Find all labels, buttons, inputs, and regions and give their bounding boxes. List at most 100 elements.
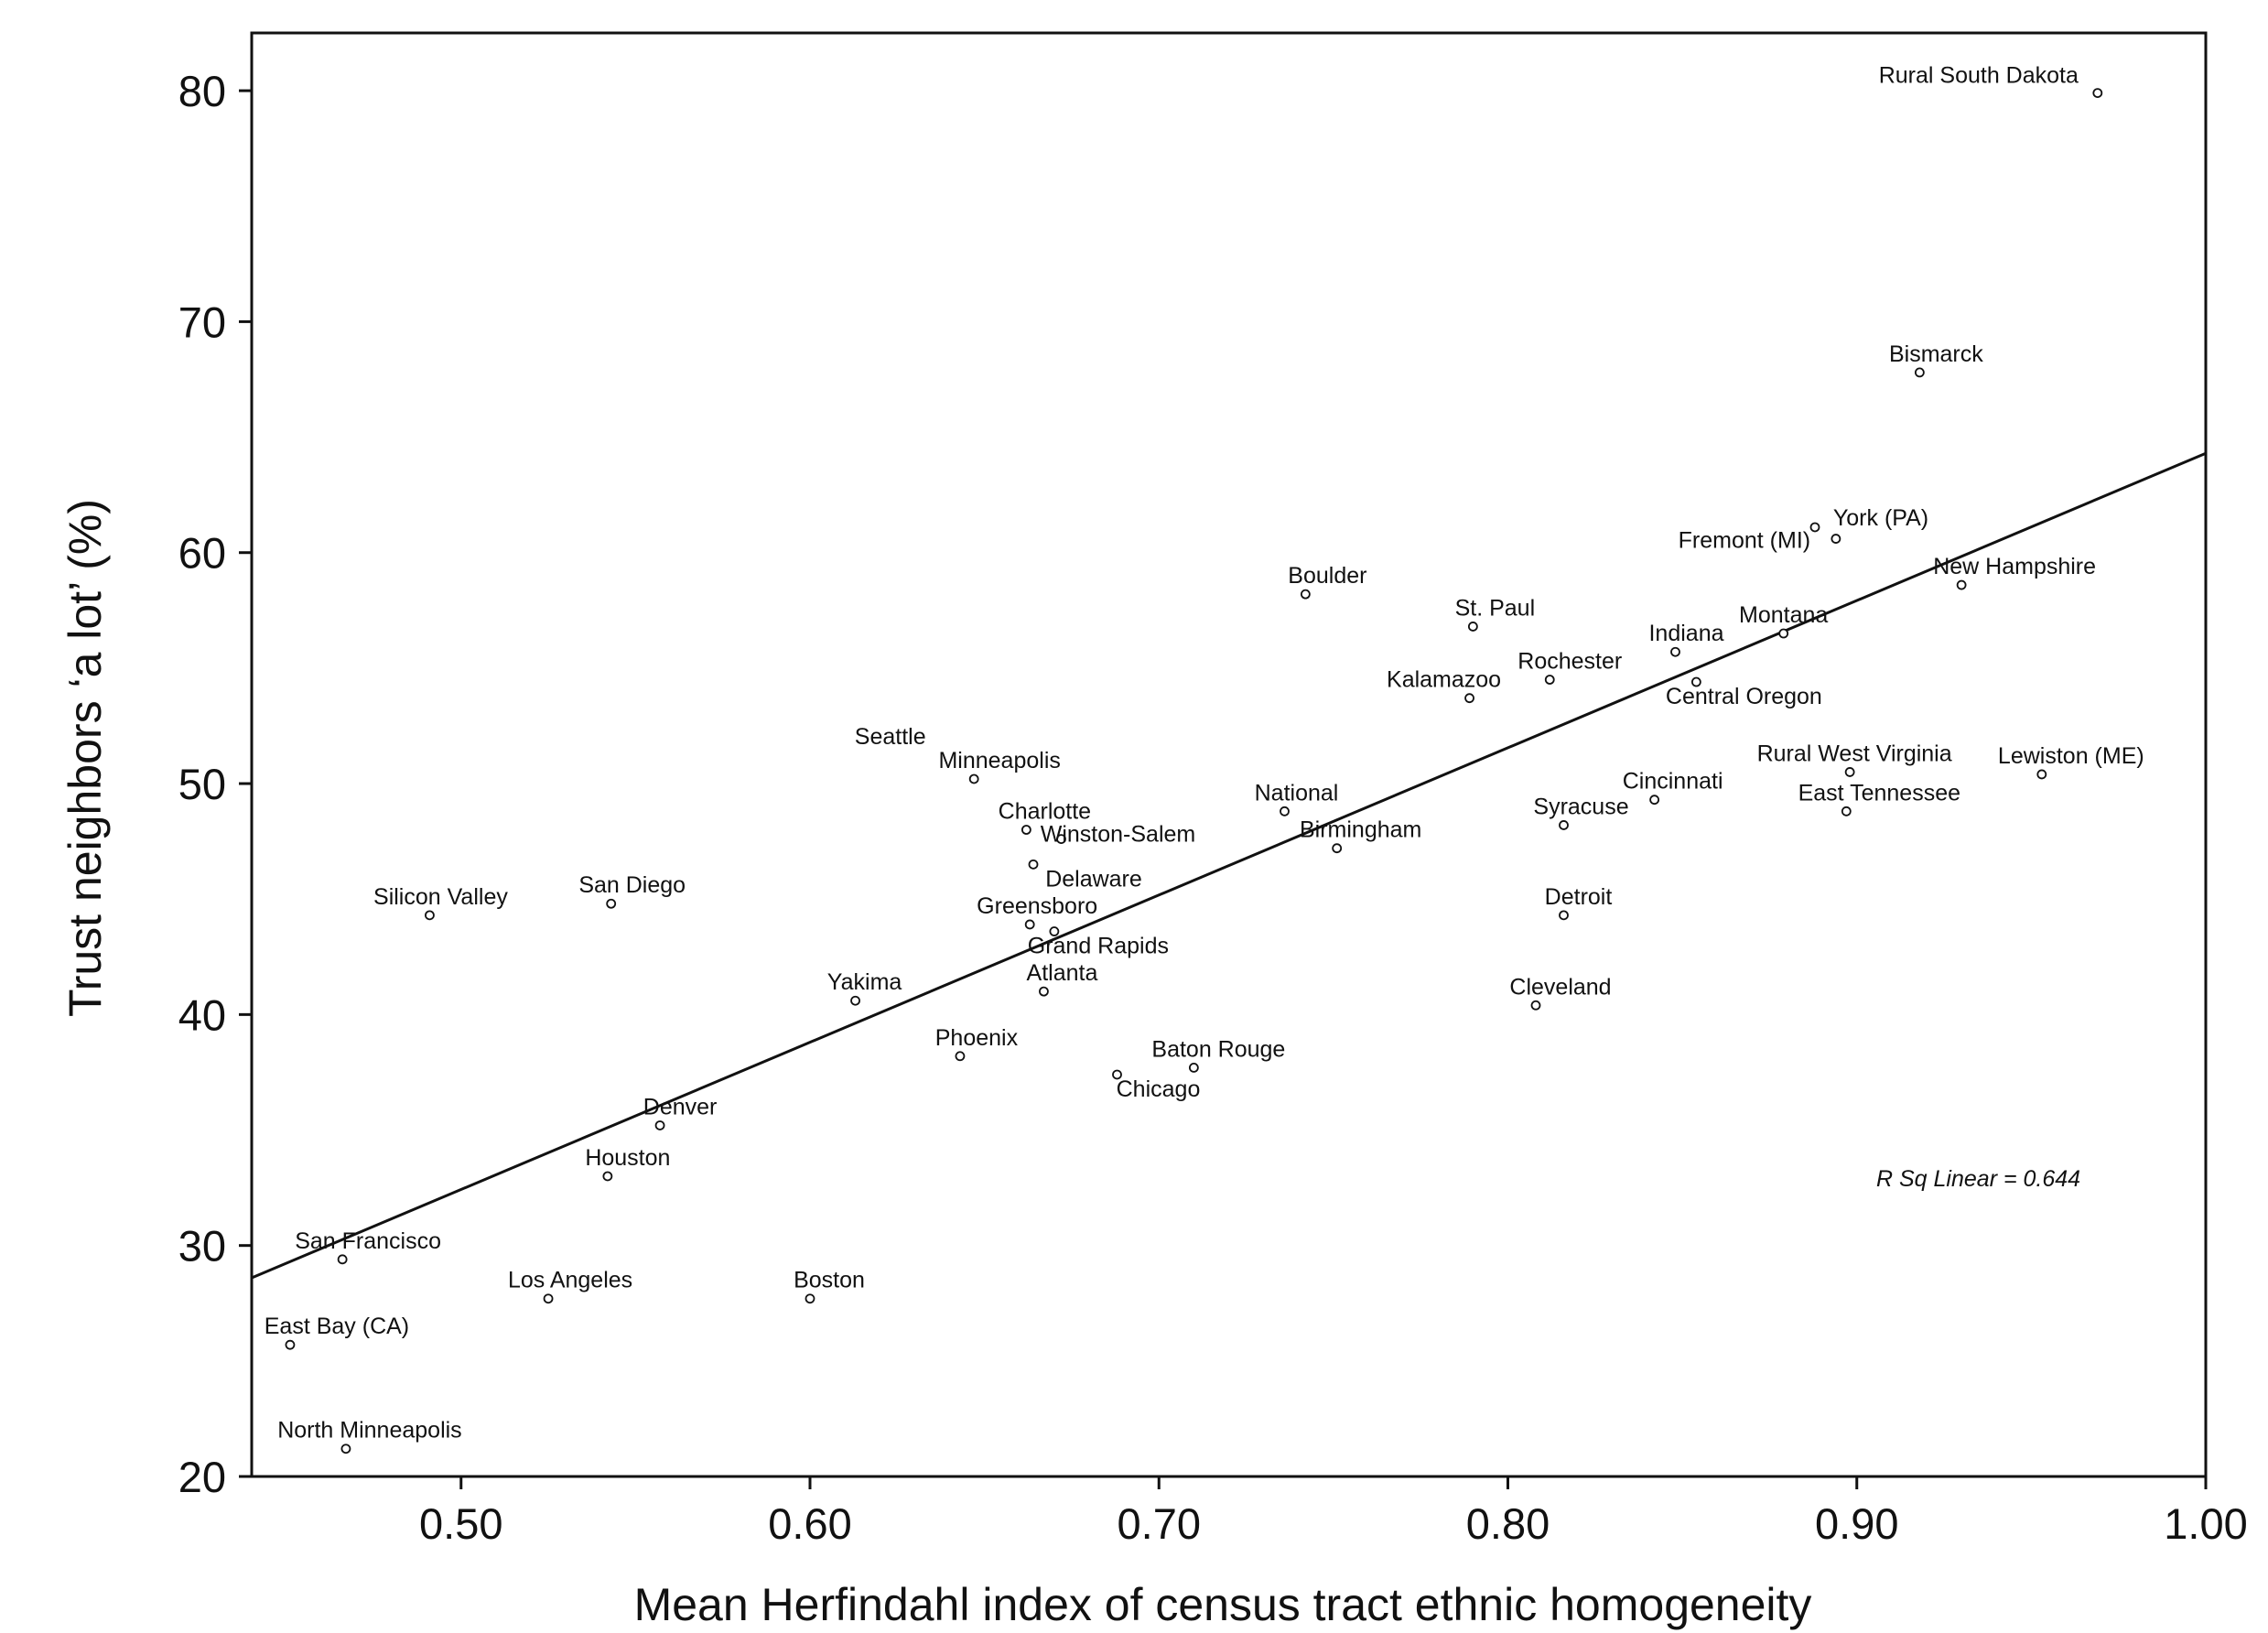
- data-point-marker: [1188, 1062, 1199, 1073]
- data-point-label: Montana: [1739, 602, 1828, 628]
- x-tick-label: 0.80: [1466, 1499, 1550, 1548]
- data-point-label: Cleveland: [1509, 974, 1611, 1000]
- data-point-marker: [2036, 769, 2047, 780]
- data-point-group: Kalamazoo: [1387, 667, 1501, 704]
- data-point-marker: [1690, 676, 1701, 687]
- y-axis-title: Trust neighbors ‘a lot’ (%): [59, 499, 111, 1017]
- data-point-group: East Tennessee: [1798, 780, 1960, 816]
- data-point-group: Bismarck: [1889, 341, 1983, 378]
- data-point-group: Boston: [794, 1268, 865, 1304]
- data-point-label: Cincinnati: [1623, 769, 1723, 795]
- data-point-group: Detroit: [1545, 884, 1612, 921]
- data-point-group: Cincinnati: [1623, 769, 1723, 806]
- data-point-label: Birmingham: [1300, 817, 1421, 843]
- data-point-label: Charlotte: [999, 799, 1091, 825]
- data-point-label: East Tennessee: [1798, 780, 1960, 806]
- data-point-marker: [425, 910, 435, 921]
- data-point-label: Baton Rouge: [1151, 1036, 1285, 1062]
- data-point-label: Indiana: [1648, 621, 1723, 646]
- data-point-label: East Bay (CA): [265, 1314, 409, 1339]
- data-point-label: Phoenix: [935, 1025, 1019, 1051]
- data-points: Rural South Dakota Bismarck York (PA) Fremo…: [265, 63, 2144, 1455]
- data-point-group: Silicon Valley: [373, 884, 508, 921]
- data-point-marker: [337, 1254, 348, 1265]
- regression-line: [251, 451, 2207, 1280]
- data-point-group: Montana: [1739, 602, 1828, 639]
- data-point-group: Central Oregon: [1666, 676, 1822, 709]
- data-point-label: Seattle: [855, 724, 926, 750]
- data-point-group: Boulder: [1288, 563, 1366, 600]
- data-point-marker: [285, 1339, 296, 1350]
- data-point-marker: [340, 1444, 351, 1455]
- data-point-group: Syracuse: [1533, 794, 1629, 830]
- data-point-group: York (PA): [1809, 505, 1928, 533]
- y-tick-label: 40: [178, 990, 226, 1039]
- data-point-label: Kalamazoo: [1387, 667, 1501, 693]
- data-point-label: Rochester: [1517, 648, 1622, 674]
- data-point-label: Bismarck: [1889, 341, 1983, 367]
- data-point-label: Houston: [585, 1145, 670, 1171]
- data-point-marker: [1280, 806, 1290, 816]
- data-point-label: Greensboro: [977, 893, 1097, 919]
- data-point-marker: [805, 1293, 815, 1304]
- data-point-marker: [1844, 767, 1855, 777]
- data-point-marker: [1670, 646, 1680, 657]
- x-tick-label: 0.50: [419, 1499, 502, 1548]
- data-point-label: Grand Rapids: [1028, 934, 1169, 959]
- data-point-label: Yakima: [827, 969, 902, 995]
- data-point-group: Houston: [585, 1145, 670, 1182]
- data-point-marker: [1809, 522, 1820, 533]
- data-point-marker: [1544, 675, 1555, 685]
- data-point-label: Atlanta: [1027, 960, 1098, 986]
- data-point-marker: [1841, 806, 1852, 816]
- data-point-marker: [1778, 628, 1789, 639]
- data-point-marker: [2092, 88, 2103, 99]
- y-tick-label: 80: [178, 67, 226, 115]
- data-point-label: Chicago: [1117, 1076, 1201, 1102]
- data-point-marker: [1530, 1000, 1541, 1011]
- data-point-marker: [1559, 910, 1569, 921]
- y-tick-label: 50: [178, 760, 226, 808]
- x-axis-title: Mean Herfindahl index of census tract et…: [634, 1579, 1812, 1630]
- data-point-group: Fremont (MI): [1679, 528, 1841, 554]
- data-point-label: Minneapolis: [938, 748, 1060, 773]
- data-point-group: Greensboro: [977, 893, 1097, 930]
- data-point-group: North Minneapolis: [277, 1418, 462, 1455]
- data-point-label: York (PA): [1833, 505, 1928, 531]
- y-tick-label: 20: [178, 1453, 226, 1501]
- data-point-marker: [602, 1171, 613, 1182]
- data-point-group: St. Paul: [1455, 595, 1535, 632]
- data-point-group: Los Angeles: [508, 1268, 632, 1304]
- data-point-group: Atlanta: [1027, 960, 1098, 997]
- data-point-marker: [1112, 1069, 1122, 1080]
- data-point-label: New Hampshire: [1933, 554, 2096, 579]
- data-point-marker: [1028, 859, 1039, 870]
- data-point-marker: [1649, 795, 1660, 806]
- data-point-group: Yakima: [827, 969, 902, 1006]
- data-point-marker: [1056, 834, 1066, 844]
- data-point-label: Delaware: [1045, 866, 1142, 892]
- data-point-marker: [968, 773, 979, 784]
- x-tick-label: 0.70: [1118, 1499, 1201, 1548]
- data-point-label: Rural West Virginia: [1757, 741, 1952, 766]
- data-point-group: Birmingham: [1300, 817, 1421, 854]
- data-point-marker: [955, 1051, 966, 1062]
- data-point-group: Rural West Virginia: [1757, 741, 1952, 777]
- data-point-marker: [850, 995, 860, 1006]
- r-squared-annotation: R Sq Linear = 0.644: [1876, 1166, 2080, 1192]
- y-tick-label: 30: [178, 1222, 226, 1271]
- data-point-group: San Diego: [578, 872, 686, 909]
- x-axis-ticks: 0.50 0.60 0.70 0.80 0.90 1.00: [419, 1476, 2248, 1548]
- data-point-label: Lewiston (ME): [1998, 743, 2144, 769]
- data-point-marker: [1559, 820, 1569, 830]
- y-axis-ticks: 20 30 40 50 60 70 80: [178, 67, 252, 1501]
- data-point-marker: [1956, 579, 1967, 590]
- data-point-group: Indiana: [1648, 621, 1724, 657]
- data-point-marker: [1467, 622, 1478, 632]
- y-tick-label: 60: [178, 529, 226, 578]
- plot-frame: [250, 31, 2208, 1478]
- data-point-label: Boston: [794, 1268, 865, 1293]
- data-point-group: San Francisco: [295, 1228, 441, 1265]
- data-point-label: Silicon Valley: [373, 884, 508, 910]
